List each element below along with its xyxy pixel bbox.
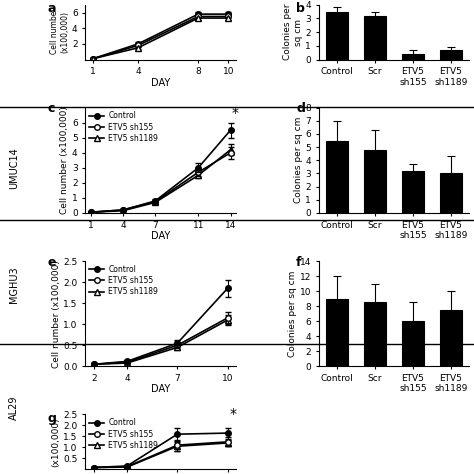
Text: a: a [48, 2, 56, 15]
X-axis label: DAY: DAY [151, 78, 170, 88]
Text: c: c [48, 102, 55, 115]
Text: e: e [48, 256, 56, 269]
Text: b: b [296, 2, 305, 15]
Text: AL29: AL29 [9, 395, 19, 420]
Text: g: g [48, 412, 56, 425]
Legend: Control, ETV5 sh155, ETV5 sh1189: Control, ETV5 sh155, ETV5 sh1189 [89, 111, 158, 143]
Bar [439, 173, 463, 213]
Bar [326, 11, 348, 60]
Y-axis label: (x100,000): (x100,000) [52, 417, 61, 467]
Text: *: * [232, 106, 238, 119]
Legend: Control, ETV5 sh155, ETV5 sh1189: Control, ETV5 sh155, ETV5 sh1189 [89, 418, 158, 450]
Bar [326, 299, 348, 366]
Legend: Control, ETV5 sh155, ETV5 sh1189: Control, ETV5 sh155, ETV5 sh1189 [89, 265, 158, 296]
Y-axis label: Cell number (x100,000): Cell number (x100,000) [60, 106, 69, 214]
Y-axis label: Colonies per sq cm: Colonies per sq cm [293, 117, 302, 203]
Bar [364, 16, 386, 60]
Bar [364, 302, 386, 366]
Bar [439, 310, 463, 366]
Text: MGHU3: MGHU3 [9, 266, 19, 303]
Bar [364, 150, 386, 213]
Bar [326, 140, 348, 213]
X-axis label: DAY: DAY [151, 231, 170, 241]
Text: UMUC14: UMUC14 [9, 147, 19, 189]
Bar [439, 50, 463, 60]
Text: f: f [296, 256, 301, 269]
Y-axis label: Cell numbe
(x100,000): Cell numbe (x100,000) [50, 10, 69, 54]
Text: *: * [229, 407, 236, 421]
Bar [401, 321, 424, 366]
Bar [401, 54, 424, 60]
X-axis label: DAY: DAY [151, 384, 170, 394]
Y-axis label: Cell number (x100,000): Cell number (x100,000) [52, 260, 61, 368]
Text: d: d [296, 102, 305, 115]
Y-axis label: Colonies per sq cm: Colonies per sq cm [288, 271, 297, 357]
Bar [401, 171, 424, 213]
Y-axis label: Colonies per
sq cm: Colonies per sq cm [283, 4, 302, 60]
